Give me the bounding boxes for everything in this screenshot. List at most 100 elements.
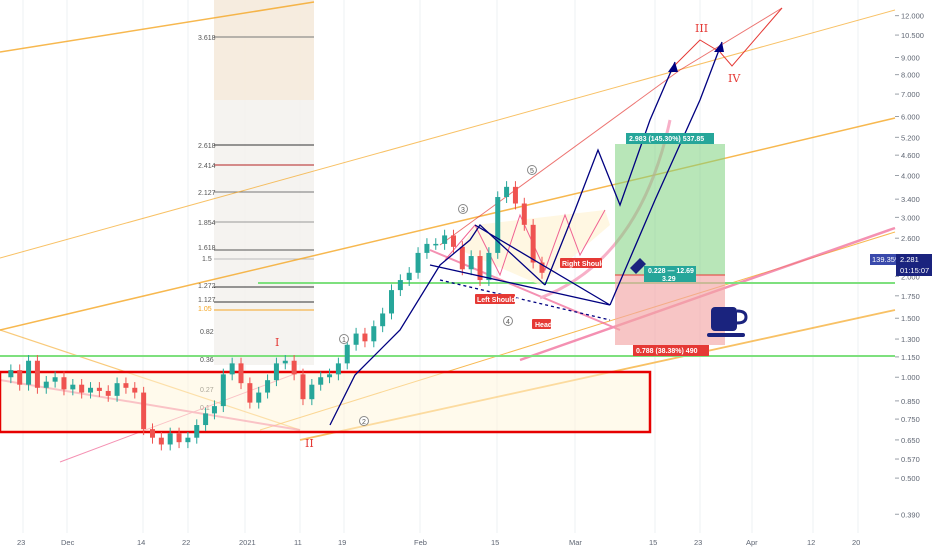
- candle-body: [123, 383, 129, 388]
- candle-body: [70, 384, 76, 390]
- price-tick-label: 0.750: [901, 415, 920, 424]
- wave-label: III: [695, 22, 708, 35]
- arrow-up-icon: [714, 42, 724, 52]
- candle-body: [397, 280, 403, 291]
- wave-label: IV: [728, 72, 741, 85]
- candle-body: [220, 374, 226, 407]
- candle-body: [318, 377, 324, 385]
- candle-body: [96, 387, 102, 391]
- time-tick-label: 19: [338, 538, 346, 547]
- candle-body: [114, 383, 120, 396]
- candle-body: [327, 374, 333, 378]
- time-tick-label: Apr: [746, 538, 758, 547]
- candle-body: [194, 425, 200, 438]
- stop-zone[interactable]: [615, 275, 725, 345]
- candles: [8, 181, 545, 451]
- candle-body: [43, 381, 49, 388]
- badge-head: [532, 319, 551, 329]
- price-tick-label: 0.570: [901, 455, 920, 464]
- price-tag: [896, 254, 932, 265]
- candle-body: [415, 252, 421, 273]
- candle-body: [371, 326, 377, 342]
- time-axis-ticks: 23 Dec 14 22 2021 11 19 Feb 15 Mar 15 23 Apr 12 20: [17, 538, 860, 547]
- candle-body: [335, 363, 341, 375]
- candle-body: [141, 392, 147, 430]
- candle-body: [167, 433, 173, 445]
- candle-body: [344, 344, 350, 364]
- time-tick-label: 23: [694, 538, 702, 547]
- fib-label: 1.05: [198, 306, 212, 313]
- fib-label: 2.618: [198, 143, 216, 150]
- candle-body: [8, 370, 14, 378]
- price-tick-label: 0.850: [901, 397, 920, 406]
- price-change-tag: [870, 254, 896, 265]
- wave-circle-label: 2: [362, 419, 366, 426]
- price-tick-label: 6.000: [901, 113, 920, 122]
- candle-body: [185, 437, 191, 443]
- arrow-up-icon: [668, 62, 678, 72]
- candle-body: [61, 377, 67, 390]
- candle-body: [459, 246, 465, 270]
- time-tick-label: 14: [137, 538, 145, 547]
- candle-body: [52, 377, 58, 382]
- wave-label: II: [305, 437, 314, 450]
- price-tick-label: 1.150: [901, 353, 920, 362]
- candle-body: [34, 360, 40, 388]
- entry-label: 0.228 — 12.69: [648, 268, 694, 275]
- price-tick-label: 0.390: [901, 510, 920, 519]
- wave-circle-label: 4: [506, 319, 510, 326]
- candle-body: [468, 256, 474, 270]
- price-tick-label: 2.000: [901, 272, 920, 281]
- fib-label: 2.414: [198, 163, 216, 170]
- price-tick-label: 4.000: [901, 172, 920, 181]
- candle-body: [176, 433, 182, 443]
- fib-label: 1.618: [198, 245, 216, 252]
- time-tick-label: 15: [491, 538, 499, 547]
- candle-body: [512, 186, 518, 204]
- candle-body: [380, 313, 386, 327]
- projection-red: [669, 7, 783, 71]
- candle-body: [238, 363, 244, 384]
- time-tick-label: Dec: [61, 538, 75, 547]
- candle-body: [229, 363, 235, 375]
- price-tick-label: 0.500: [901, 474, 920, 483]
- target-label-box: [626, 133, 714, 144]
- candle-body: [291, 360, 297, 375]
- fib-levels: 3.618 2.618 2.414 2.127 1.854 1.618 1.5 …: [198, 35, 314, 412]
- accumulation-box[interactable]: [0, 370, 652, 434]
- time-axis[interactable]: [0, 533, 932, 550]
- wave-circle-label: 5: [530, 168, 534, 175]
- candle-body: [211, 406, 217, 414]
- time-tick-label: 15: [649, 538, 657, 547]
- candle-body: [353, 333, 359, 345]
- candle-body: [26, 360, 32, 385]
- price-tick-label: 1.000: [901, 373, 920, 382]
- countdown-tag: [896, 265, 932, 276]
- price-tick-label: 1.300: [901, 335, 920, 344]
- candle-body: [309, 384, 315, 400]
- candle-body: [442, 235, 448, 244]
- price-tick-label: 7.000: [901, 90, 920, 99]
- candle-body: [256, 392, 262, 403]
- wave-circle-label: 3: [461, 207, 465, 214]
- price-tick-label: 8.000: [901, 71, 920, 80]
- price-tick-label: 12.000: [901, 12, 924, 21]
- fib-label: 0.82: [200, 329, 214, 336]
- badge-right-shoulder: [560, 258, 602, 268]
- price-tick-label: 1.500: [901, 314, 920, 323]
- entry-label-box: [644, 266, 696, 282]
- price-tick-label: 3.000: [901, 213, 920, 222]
- candle-body: [203, 413, 209, 426]
- candle-body: [424, 243, 430, 253]
- fib-label: 1.127: [198, 297, 216, 304]
- candle-body: [530, 224, 536, 263]
- wave-label: I: [275, 336, 279, 349]
- time-tick-label: 23: [17, 538, 25, 547]
- price-tag-text: 2.281: [900, 255, 919, 264]
- target-label: 2.983 (145.30%) 537.85: [629, 136, 704, 143]
- fib-label: 1.5: [202, 256, 212, 263]
- stop-label-box: [633, 345, 709, 356]
- fib-label: 1.272: [198, 283, 216, 290]
- price-tick-label: 9.000: [901, 54, 920, 63]
